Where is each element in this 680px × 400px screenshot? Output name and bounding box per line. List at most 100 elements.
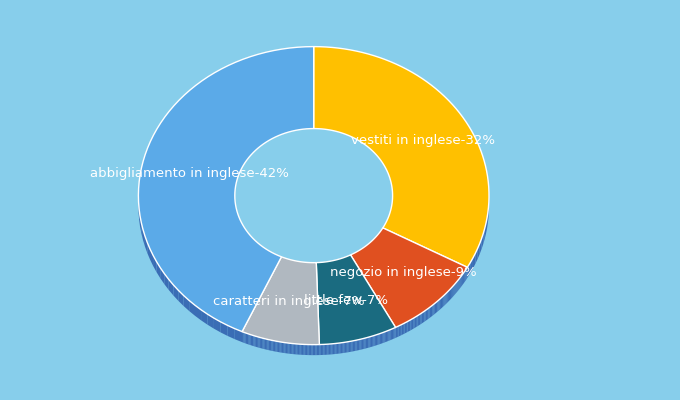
- Polygon shape: [338, 343, 339, 354]
- Polygon shape: [412, 318, 413, 330]
- Polygon shape: [261, 338, 262, 348]
- Polygon shape: [254, 336, 256, 347]
- Polygon shape: [248, 233, 250, 246]
- Polygon shape: [257, 337, 258, 348]
- Polygon shape: [309, 344, 310, 355]
- Polygon shape: [150, 249, 153, 266]
- Text: vestiti in inglese-32%: vestiti in inglese-32%: [351, 134, 495, 147]
- Polygon shape: [451, 287, 452, 299]
- Polygon shape: [439, 299, 440, 311]
- Text: caratteri in inglese-7%: caratteri in inglese-7%: [214, 295, 365, 308]
- Polygon shape: [420, 313, 422, 324]
- Polygon shape: [431, 305, 432, 317]
- Polygon shape: [266, 249, 269, 261]
- Polygon shape: [392, 328, 393, 340]
- Polygon shape: [350, 341, 352, 352]
- Polygon shape: [238, 214, 239, 227]
- Polygon shape: [301, 344, 302, 355]
- Polygon shape: [267, 339, 269, 350]
- Polygon shape: [390, 330, 391, 340]
- Polygon shape: [418, 315, 419, 326]
- Polygon shape: [343, 342, 345, 353]
- Polygon shape: [463, 272, 464, 284]
- Polygon shape: [286, 343, 287, 354]
- Polygon shape: [364, 338, 366, 349]
- Polygon shape: [373, 335, 375, 346]
- Polygon shape: [424, 310, 426, 322]
- Polygon shape: [383, 226, 384, 238]
- Polygon shape: [466, 267, 467, 279]
- Polygon shape: [462, 274, 463, 286]
- Polygon shape: [283, 342, 284, 353]
- Polygon shape: [242, 332, 243, 342]
- Polygon shape: [366, 338, 367, 348]
- Polygon shape: [413, 317, 415, 329]
- Polygon shape: [346, 342, 347, 352]
- Polygon shape: [189, 300, 195, 316]
- Polygon shape: [465, 270, 466, 282]
- Polygon shape: [409, 320, 411, 331]
- Polygon shape: [394, 327, 396, 338]
- Polygon shape: [454, 284, 456, 295]
- Polygon shape: [349, 341, 350, 352]
- Polygon shape: [255, 240, 258, 253]
- Polygon shape: [258, 337, 260, 348]
- Polygon shape: [228, 326, 235, 339]
- Polygon shape: [391, 329, 392, 340]
- Polygon shape: [437, 300, 439, 312]
- Polygon shape: [278, 256, 282, 267]
- Polygon shape: [388, 330, 390, 341]
- Polygon shape: [245, 228, 246, 241]
- Polygon shape: [387, 330, 388, 342]
- Polygon shape: [419, 314, 420, 325]
- Polygon shape: [367, 337, 369, 348]
- Polygon shape: [273, 340, 274, 351]
- Polygon shape: [250, 236, 253, 249]
- Polygon shape: [477, 243, 480, 259]
- Polygon shape: [335, 343, 337, 354]
- Polygon shape: [195, 305, 201, 320]
- Polygon shape: [440, 298, 441, 310]
- Polygon shape: [347, 342, 349, 352]
- Polygon shape: [282, 342, 283, 353]
- Polygon shape: [237, 211, 238, 224]
- Polygon shape: [393, 328, 394, 339]
- Polygon shape: [448, 290, 449, 302]
- Polygon shape: [235, 329, 242, 342]
- Polygon shape: [278, 342, 279, 352]
- Polygon shape: [184, 296, 189, 311]
- Polygon shape: [337, 343, 338, 354]
- Polygon shape: [316, 255, 396, 344]
- Polygon shape: [428, 307, 430, 319]
- Polygon shape: [307, 344, 309, 355]
- Polygon shape: [370, 336, 371, 347]
- Polygon shape: [248, 334, 250, 345]
- Polygon shape: [139, 47, 313, 332]
- Polygon shape: [153, 255, 156, 272]
- Polygon shape: [305, 344, 306, 355]
- Polygon shape: [310, 344, 311, 355]
- Polygon shape: [236, 208, 237, 221]
- Polygon shape: [295, 344, 296, 354]
- Polygon shape: [173, 285, 178, 301]
- Polygon shape: [272, 252, 275, 264]
- Polygon shape: [485, 223, 486, 239]
- Polygon shape: [339, 343, 341, 354]
- Polygon shape: [402, 324, 403, 335]
- Polygon shape: [481, 233, 483, 249]
- Polygon shape: [311, 345, 313, 355]
- Polygon shape: [324, 344, 325, 355]
- Polygon shape: [452, 286, 454, 298]
- Polygon shape: [263, 247, 266, 260]
- Polygon shape: [145, 236, 148, 253]
- Polygon shape: [294, 344, 295, 354]
- Polygon shape: [250, 334, 251, 345]
- Polygon shape: [241, 222, 243, 236]
- Polygon shape: [156, 262, 160, 278]
- Polygon shape: [436, 301, 437, 313]
- Polygon shape: [487, 213, 488, 228]
- Polygon shape: [475, 248, 477, 264]
- Polygon shape: [450, 288, 451, 300]
- Polygon shape: [386, 219, 388, 232]
- Polygon shape: [363, 338, 364, 349]
